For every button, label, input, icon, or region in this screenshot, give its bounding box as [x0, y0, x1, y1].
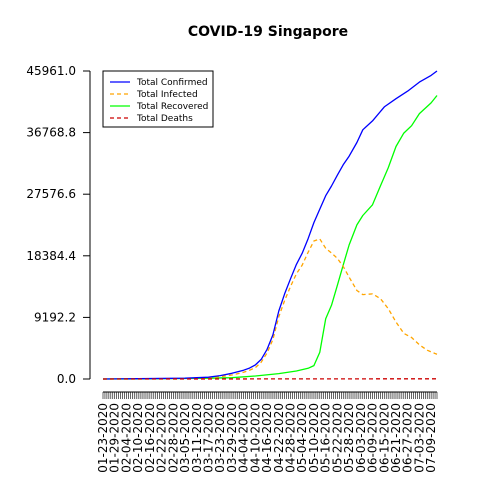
series-lines — [102, 70, 438, 380]
legend-entry: Total Confirmed — [136, 78, 208, 88]
x-tick-label: 05-16-2020 — [319, 403, 333, 473]
x-tick-label: 04-28-2020 — [284, 403, 298, 473]
x-tick-label: 05-22-2020 — [330, 403, 344, 473]
y-tick-label: 27576.6 — [26, 187, 76, 201]
x-tick-label: 02-04-2020 — [119, 403, 133, 473]
y-tick-label: 0.0 — [57, 372, 76, 386]
y-axis: 0.0 9192.2 18384.4 27576.6 36768.8 45961.0 — [26, 64, 91, 386]
x-tick-label: 04-10-2020 — [248, 403, 262, 473]
x-tick-label: 06-21-2020 — [389, 403, 403, 473]
y-tick-label: 45961.0 — [26, 64, 76, 78]
legend: Total Confirmed Total Infected Total Recov… — [102, 70, 214, 128]
x-tick-label: 06-03-2020 — [354, 403, 368, 473]
x-tick-label: 03-29-2020 — [225, 403, 239, 473]
y-tick-label: 9192.2 — [34, 310, 76, 324]
series-line-total-confirmed — [102, 70, 438, 380]
chart-title: COVID-19 Singapore — [188, 24, 348, 40]
y-tick-label: 18384.4 — [26, 249, 76, 263]
x-tick-label: 03-17-2020 — [201, 403, 215, 473]
x-tick-label: 03-23-2020 — [213, 403, 227, 473]
x-tick-label: 04-16-2020 — [260, 403, 274, 473]
x-tick-label: 03-11-2020 — [190, 403, 204, 473]
x-tick-label: 02-10-2020 — [131, 403, 145, 473]
legend-entry: Total Infected — [136, 90, 198, 100]
x-tick-label: 02-28-2020 — [166, 403, 180, 473]
x-tick-label: 07-09-2020 — [424, 403, 438, 473]
x-tick-label: 04-04-2020 — [237, 403, 251, 473]
x-tick-label: 05-04-2020 — [295, 403, 309, 473]
x-tick-label: 04-22-2020 — [272, 403, 286, 473]
x-tick-label: 01-29-2020 — [108, 403, 122, 473]
x-tick-label: 01-23-2020 — [96, 403, 110, 473]
x-tick-label: 02-16-2020 — [143, 403, 157, 473]
series-line-total-infected — [102, 238, 438, 380]
legend-entry: Total Recovered — [136, 102, 208, 112]
x-tick-label: 07-03-2020 — [412, 403, 426, 473]
x-tick-label: 06-15-2020 — [377, 403, 391, 473]
legend-entry: Total Deaths — [136, 114, 193, 124]
x-tick-label: 06-09-2020 — [366, 403, 380, 473]
x-tick-label: 02-22-2020 — [155, 403, 169, 473]
y-tick-label: 36768.8 — [26, 126, 76, 140]
x-tick-label: 06-27-2020 — [401, 403, 415, 473]
legend-box — [102, 70, 214, 128]
series-line-total-recovered — [102, 95, 438, 380]
x-tick-label: 05-10-2020 — [307, 403, 321, 473]
x-axis: 01-23-202001-29-202002-04-202002-10-2020… — [96, 391, 438, 473]
x-tick-label: 05-28-2020 — [342, 403, 356, 473]
x-tick-label: 03-05-2020 — [178, 403, 192, 473]
